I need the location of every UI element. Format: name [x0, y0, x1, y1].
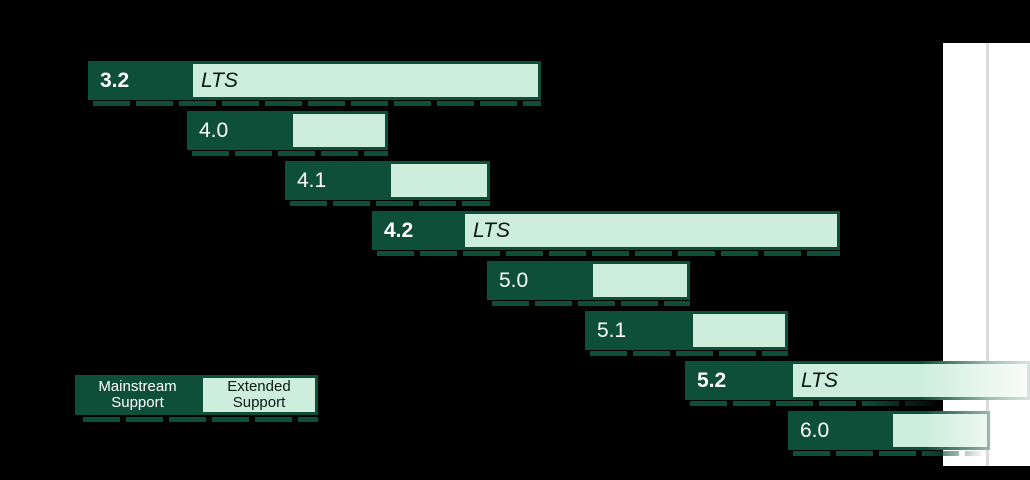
version-label: 5.2 [697, 369, 727, 392]
mainstream-segment-5.0: 5.0 [487, 261, 590, 300]
support-bar-dash-shadow [793, 451, 990, 456]
support-bar-dash-shadow [192, 151, 388, 156]
extended-segment-fill: LTS [793, 364, 1027, 397]
lts-label: LTS [201, 69, 238, 92]
extended-segment-fill [693, 314, 785, 347]
support-bar-dash-shadow [290, 201, 490, 206]
mainstream-segment-3.2: 3.2 [88, 61, 190, 100]
version-label: 6.0 [800, 419, 830, 442]
version-label: 5.0 [499, 269, 529, 292]
mainstream-segment-5.1: 5.1 [585, 311, 690, 350]
support-bar-dash-shadow [590, 351, 788, 356]
support-bar-dash-shadow [492, 301, 690, 306]
extended-segment-5.2: LTS [790, 361, 1030, 400]
extended-segment-4.0 [290, 111, 388, 150]
version-label: 4.1 [297, 169, 327, 192]
extended-segment-3.2: LTS [190, 61, 541, 100]
support-bar-dash-shadow [377, 251, 840, 256]
legend-extended-label: Extended Support [227, 377, 291, 411]
legend-mainstream-label: Mainstream Support [98, 377, 177, 411]
mainstream-segment-4.0: 4.0 [187, 111, 290, 150]
extended-segment-fill [893, 414, 987, 447]
extended-segment-fill [593, 264, 687, 297]
legend-mainstream-swatch: Mainstream Support [75, 375, 200, 415]
legend-extended-swatch: Extended Support [200, 375, 318, 415]
mainstream-segment-5.2: 5.2 [685, 361, 790, 400]
extended-segment-4.1 [388, 161, 490, 200]
vertical-divider-line [986, 43, 989, 466]
legend-dash-shadow [83, 417, 318, 422]
lts-label: LTS [473, 219, 510, 242]
extended-segment-fill: LTS [465, 214, 837, 247]
extended-segment-fill: LTS [193, 64, 538, 97]
version-label: 5.1 [597, 319, 627, 342]
extended-segment-6.0 [890, 411, 990, 450]
mainstream-segment-4.2: 4.2 [372, 211, 462, 250]
mainstream-segment-4.1: 4.1 [285, 161, 388, 200]
extended-segment-fill [293, 114, 385, 147]
version-label: 4.2 [384, 219, 414, 242]
extended-segment-5.0 [590, 261, 690, 300]
support-bar-dash-shadow [93, 101, 541, 106]
version-label: 4.0 [199, 119, 229, 142]
extended-segment-fill [391, 164, 487, 197]
extended-segment-5.1 [690, 311, 788, 350]
extended-segment-4.2: LTS [462, 211, 840, 250]
support-bar-dash-shadow [690, 401, 952, 406]
mainstream-segment-6.0: 6.0 [788, 411, 890, 450]
lts-label: LTS [801, 369, 838, 392]
version-label: 3.2 [100, 69, 130, 92]
